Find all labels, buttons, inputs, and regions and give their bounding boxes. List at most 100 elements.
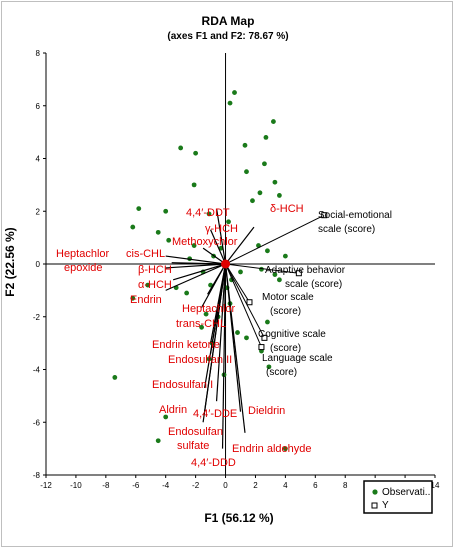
observation-point	[163, 208, 169, 214]
observation-point	[257, 190, 263, 196]
dependent-vector	[225, 263, 250, 303]
observation-point	[238, 269, 243, 275]
x-axis-label: F1 (56.12 %)	[204, 511, 273, 525]
explanatory-vector	[172, 263, 226, 281]
x-tick-label: 6	[313, 481, 318, 490]
legend: Observati.. Y	[363, 480, 433, 514]
observation-point	[272, 179, 278, 185]
observation-points	[112, 90, 288, 452]
observation-point	[271, 119, 276, 124]
y-axis-label: F2 (22.56 %)	[3, 227, 17, 296]
observation-point	[263, 135, 269, 140]
explanatory-label: β-HCH	[138, 264, 172, 276]
y-tick-label: -4	[33, 366, 41, 375]
observation-point	[206, 211, 212, 217]
explanatory-label: α-HCH	[138, 279, 172, 291]
observation-point	[226, 219, 231, 225]
explanatory-vector	[224, 263, 246, 433]
x-tick-label: -8	[102, 481, 110, 490]
observation-point	[244, 335, 249, 341]
observation-point	[178, 145, 184, 151]
dependent-label: Adaptive behavior scale (score)	[265, 265, 346, 290]
observation-point	[244, 169, 249, 175]
explanatory-vector	[165, 263, 226, 269]
observation-point	[112, 375, 118, 380]
observation-point	[163, 414, 169, 420]
dependent-vector	[225, 263, 299, 274]
observation-point	[166, 237, 172, 243]
x-tick-label: -6	[132, 481, 140, 490]
dependent-vector	[225, 214, 325, 265]
observation-point	[191, 243, 197, 248]
observation-point	[155, 438, 161, 444]
observation-point	[250, 198, 255, 204]
observation-point	[193, 150, 199, 156]
dependent-vector	[225, 263, 265, 339]
y-tick-label: 2	[36, 207, 41, 216]
explanatory-vector	[225, 226, 255, 265]
x-tick-label: 0	[223, 481, 228, 490]
explanatory-label: trans-CHL	[176, 318, 226, 330]
x-tick-label: -12	[40, 481, 52, 490]
explanatory-label: Heptachlor	[182, 303, 236, 315]
legend-observation-marker	[372, 489, 378, 495]
observation-point	[191, 182, 197, 188]
explanatory-label: Endosulfan sulfate	[168, 426, 223, 452]
explanatory-label: Dieldrin	[248, 405, 285, 417]
observation-point	[265, 248, 270, 254]
legend-observations-label: Observati..	[382, 487, 430, 498]
chart-subtitle: (axes F1 and F2: 78.67 %)	[167, 31, 288, 42]
observation-point	[155, 229, 161, 235]
dependent-marker	[321, 212, 328, 219]
y-tick-label: 6	[36, 102, 41, 111]
origin-centroid	[221, 259, 231, 269]
observation-point	[262, 161, 267, 167]
observation-point	[136, 206, 142, 212]
y-tick-label: -2	[33, 313, 41, 322]
chart-title: RDA Map	[202, 14, 255, 28]
explanatory-vector	[221, 263, 227, 449]
observation-point	[227, 100, 233, 106]
explanatory-vector	[210, 229, 227, 265]
observation-point	[203, 311, 209, 317]
explanatory-label: cis-CHL	[126, 248, 165, 260]
observation-point	[277, 277, 282, 283]
explanatory-vector	[165, 255, 226, 265]
explanatory-vector	[171, 262, 226, 265]
observation-point	[232, 90, 237, 95]
observation-point	[259, 266, 264, 272]
x-tick-label: -2	[192, 481, 200, 490]
explanatory-vector	[165, 263, 226, 291]
explanatory-label: Endrin	[130, 294, 162, 306]
explanatory-label: Endrin aldehyde	[232, 443, 312, 455]
x-tick-label: 2	[253, 481, 258, 490]
explanatory-label: 4,4′-DDE	[193, 408, 237, 420]
x-tick-label: -10	[70, 481, 82, 490]
observation-point	[277, 193, 282, 198]
observation-point	[242, 142, 248, 148]
dependent-label: Cognitive scale (score)	[258, 329, 326, 354]
explanatory-vector	[201, 263, 227, 308]
explanatory-label: 4,4′-DDT	[186, 207, 230, 219]
dependent-marker	[261, 334, 268, 341]
legend-y-marker	[371, 502, 378, 509]
explanatory-vector	[202, 247, 226, 265]
x-tick-label: -4	[162, 481, 170, 490]
explanatory-label: Endosulfan II	[168, 354, 232, 366]
observation-point	[199, 324, 205, 330]
y-tick-label: -6	[33, 418, 41, 427]
y-tick-label: 8	[36, 49, 41, 58]
x-tick-label: 8	[343, 481, 348, 490]
y-tick-label: 0	[36, 260, 41, 269]
observation-point	[130, 295, 136, 301]
explanatory-vector	[215, 208, 227, 265]
y-tick-label: 4	[36, 155, 41, 164]
observation-point	[145, 282, 151, 288]
observation-point	[235, 330, 240, 335]
explanatory-label: Aldrin	[159, 404, 187, 416]
observation-point	[130, 224, 136, 230]
